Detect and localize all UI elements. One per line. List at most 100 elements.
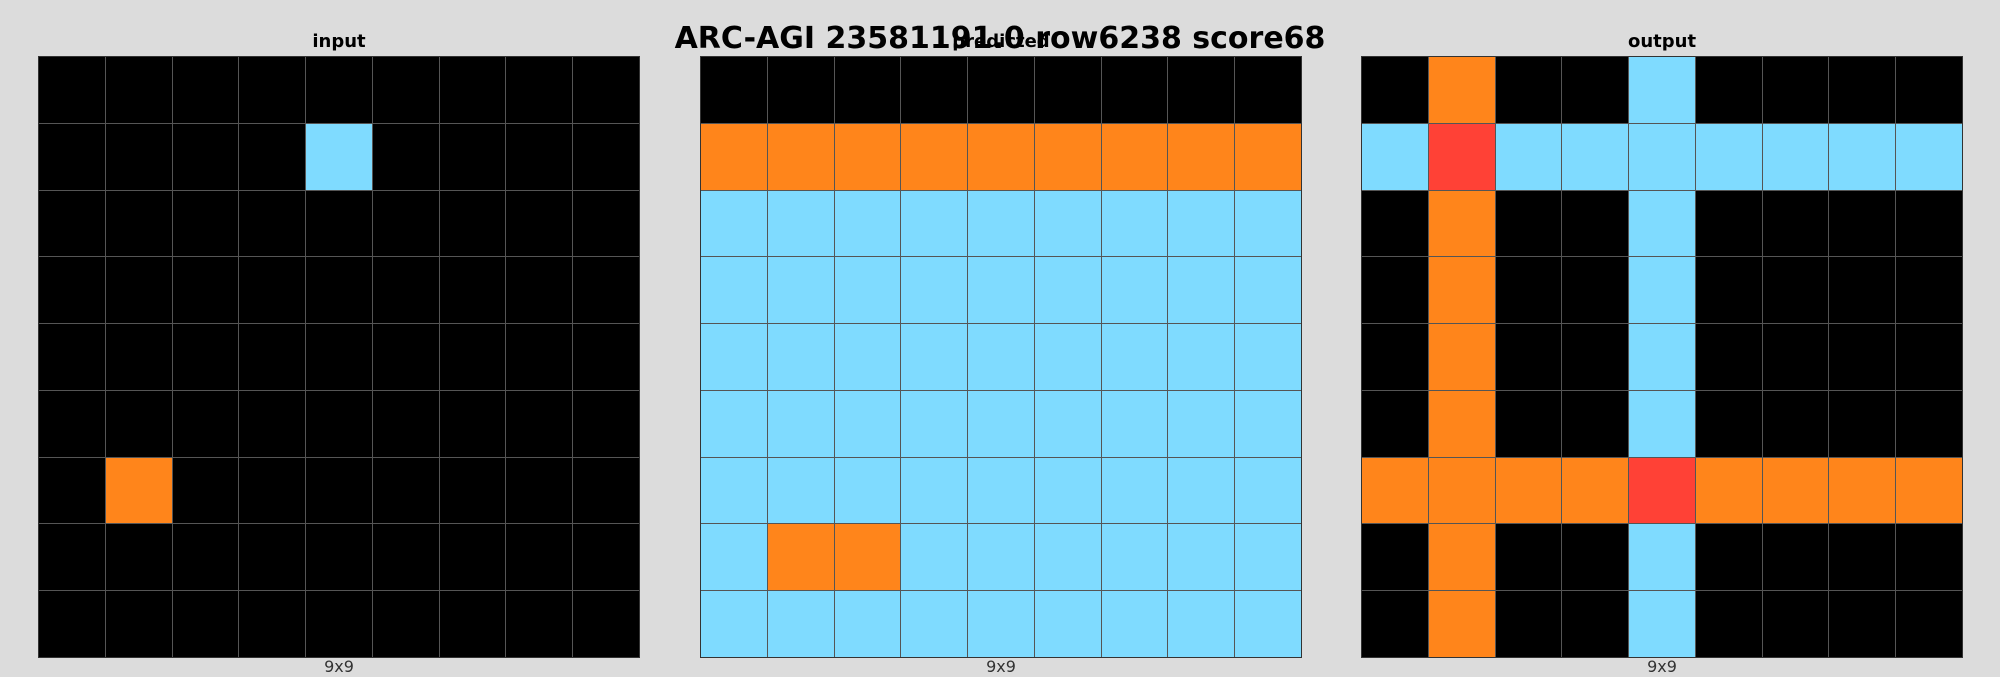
grid-cell <box>901 123 968 190</box>
grid-cell <box>105 57 172 123</box>
grid-cell <box>1101 457 1168 524</box>
grid-cell <box>439 257 506 324</box>
size-label: 9x9 <box>1647 657 1677 676</box>
grid-cell <box>1629 524 1695 591</box>
grid-cell <box>1762 190 1829 257</box>
grid-cell <box>1629 190 1695 257</box>
grid-cell <box>1362 591 1428 657</box>
grid-cell <box>968 123 1034 190</box>
grid-cell <box>834 57 901 123</box>
grid-cell <box>573 324 639 390</box>
grid-cell <box>172 524 239 591</box>
grid-cell <box>901 324 968 390</box>
grid-cell <box>506 324 573 390</box>
grid-cell <box>1896 257 1962 324</box>
grid-cell <box>1896 591 1962 657</box>
grid-cell <box>901 390 968 457</box>
grid-cell <box>1428 123 1495 190</box>
grid-cell <box>1362 257 1428 324</box>
grid-cell <box>901 457 968 524</box>
grid-cell <box>1168 324 1235 390</box>
grid-cell <box>1235 457 1301 524</box>
grid-cell <box>439 390 506 457</box>
grid-cell <box>39 324 105 390</box>
grid-cell <box>573 257 639 324</box>
grid-cell <box>701 324 767 390</box>
grid-cell <box>105 190 172 257</box>
grid-cell <box>901 591 968 657</box>
grid-cell <box>1896 123 1962 190</box>
grid-cell <box>372 57 439 123</box>
grid-cell <box>306 57 372 123</box>
grid-cell <box>573 390 639 457</box>
panel-input: input 9x9 <box>38 0 640 676</box>
grid-cell <box>1101 257 1168 324</box>
grid-cell <box>105 591 172 657</box>
grid-cell <box>372 123 439 190</box>
grid-cell <box>1829 324 1896 390</box>
grid-cell <box>1896 524 1962 591</box>
grid-cell <box>1762 524 1829 591</box>
grid-cell <box>172 591 239 657</box>
grid-cell <box>1562 524 1629 591</box>
grid-cell <box>1629 324 1695 390</box>
grid-cell <box>1362 57 1428 123</box>
grid-cell <box>506 457 573 524</box>
grid-cell <box>39 591 105 657</box>
grid-cell <box>39 57 105 123</box>
grid-input <box>38 56 640 658</box>
grid-cell <box>834 190 901 257</box>
grid-cell <box>767 257 834 324</box>
grid-cell <box>172 123 239 190</box>
grid-cell <box>573 457 639 524</box>
grid-cell <box>1495 524 1562 591</box>
grid-cell <box>834 457 901 524</box>
grid-cell <box>701 390 767 457</box>
panel-output: output 9x9 <box>1361 0 1963 676</box>
grid-cell <box>1428 257 1495 324</box>
grid-cell <box>172 57 239 123</box>
grid-cell <box>901 190 968 257</box>
grid-cell <box>701 123 767 190</box>
grid-cell <box>1428 190 1495 257</box>
grid-cell <box>834 390 901 457</box>
grid-cell <box>834 591 901 657</box>
grid-cell <box>701 257 767 324</box>
grid-cell <box>1428 390 1495 457</box>
main-title: ARC-AGI 23581191.0 row6238 score68 <box>674 21 1326 56</box>
size-label: 9x9 <box>324 657 354 676</box>
grid-cell <box>1829 57 1896 123</box>
grid-cell <box>1101 57 1168 123</box>
grid-cell <box>372 390 439 457</box>
grid-cell <box>1428 57 1495 123</box>
grid-cell <box>1829 524 1896 591</box>
grid-cell <box>239 390 306 457</box>
grid-cell <box>1762 324 1829 390</box>
grid-cell <box>834 524 901 591</box>
grid-cell <box>834 324 901 390</box>
grid-cell <box>1362 457 1428 524</box>
grid-cell <box>306 190 372 257</box>
grid-cell <box>1829 257 1896 324</box>
grid-cell <box>1562 123 1629 190</box>
grid-cell <box>1896 390 1962 457</box>
grid-cell <box>1762 123 1829 190</box>
grid-cell <box>1034 390 1101 457</box>
grid-cell <box>1629 457 1695 524</box>
grid-cell <box>1562 57 1629 123</box>
grid-cell <box>39 257 105 324</box>
grid-cell <box>1562 324 1629 390</box>
grid-cell <box>372 257 439 324</box>
grid-cell <box>968 591 1034 657</box>
grid-cell <box>1629 591 1695 657</box>
grid-cell <box>239 524 306 591</box>
grid-cell <box>239 591 306 657</box>
grid-cell <box>1428 457 1495 524</box>
grid-cell <box>105 123 172 190</box>
grid-cell <box>701 524 767 591</box>
grid-cell <box>901 57 968 123</box>
grid-cell <box>573 123 639 190</box>
grid-cell <box>372 591 439 657</box>
grid-cell <box>573 524 639 591</box>
grid-cell <box>1101 324 1168 390</box>
